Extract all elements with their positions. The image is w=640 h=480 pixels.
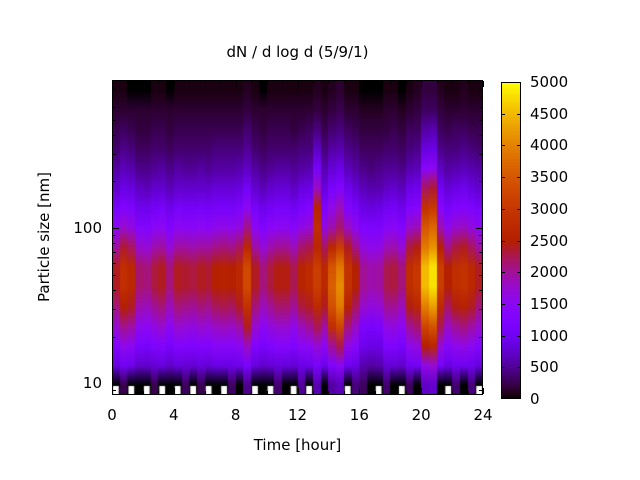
colorbar-tick-label: 0 — [530, 390, 540, 408]
x-tick-label: 0 — [107, 406, 117, 424]
colorbar-tick-label: 3500 — [530, 168, 569, 187]
chart-title: dN / d log d (5/9/1) — [226, 43, 369, 61]
colorbar-tick-label: 2000 — [530, 263, 569, 282]
colorbar-tick-label: 5000 — [530, 73, 569, 91]
colorbar-tick-label: 3000 — [530, 199, 569, 218]
y-tick-label: 10 — [82, 374, 102, 393]
colorbar-gradient — [501, 82, 521, 399]
x-tick-label: 8 — [230, 406, 241, 424]
colorbar-tick-label: 2500 — [530, 231, 569, 250]
x-tick-label: 4 — [169, 406, 179, 424]
heatmap-canvas — [112, 80, 483, 395]
colorbar-tick-label: 1500 — [530, 294, 569, 313]
x-tick-label: 16 — [349, 406, 369, 424]
colorbar-tick-label: 500 — [530, 358, 559, 377]
colorbar-tick-label: 4500 — [530, 104, 569, 123]
x-tick-label: 20 — [411, 406, 431, 424]
colorbar-tick-label: 1000 — [530, 326, 569, 345]
y-tick-label: 100 — [73, 219, 102, 238]
x-axis-label: Time [hour] — [253, 436, 342, 454]
colorbar-tick-label: 4000 — [530, 136, 569, 155]
x-tick-label: 12 — [287, 406, 308, 424]
x-tick-label: 24 — [473, 406, 493, 424]
